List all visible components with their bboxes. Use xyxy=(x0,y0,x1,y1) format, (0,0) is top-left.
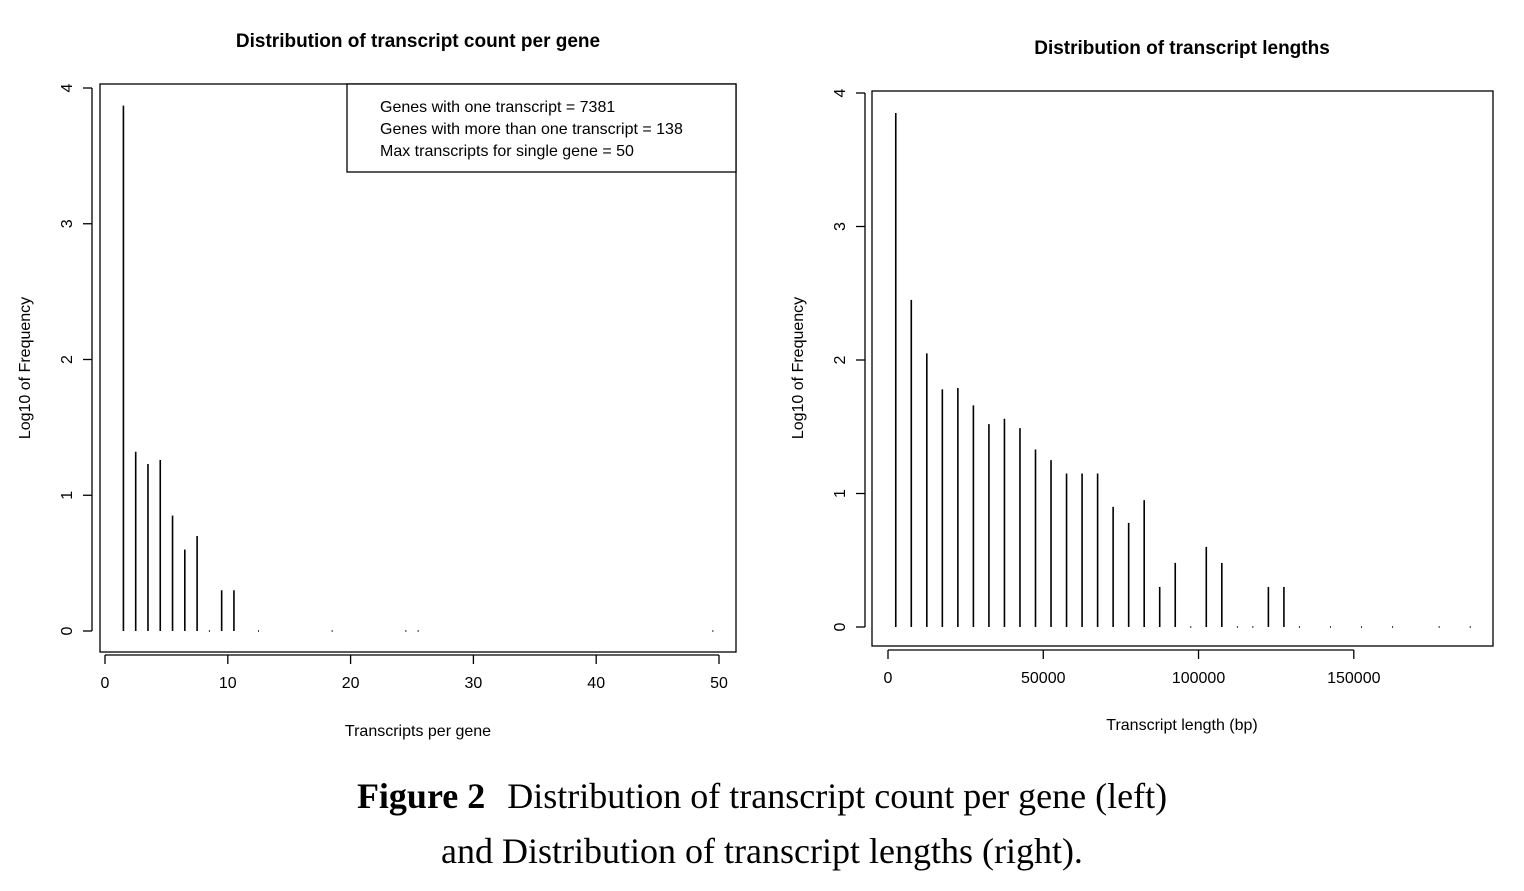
x-tick-label: 40 xyxy=(587,675,605,692)
x-tick-label: 0 xyxy=(884,670,893,687)
legend-line-multi-transcript: Genes with more than one transcript = 13… xyxy=(380,121,683,138)
y-tick-label: 1 xyxy=(832,489,849,498)
y-tick-label: 4 xyxy=(59,83,76,92)
x-tick-label: 10 xyxy=(219,675,237,692)
figure-plots: Distribution of transcript count per gen… xyxy=(17,31,1494,740)
y-tick-label: 2 xyxy=(832,355,849,364)
chart-transcript-lengths: Distribution of transcript lengths 0 1 2 3 4… xyxy=(790,38,1494,734)
legend-frame xyxy=(346,83,737,173)
x-tick-label: 100000 xyxy=(1172,670,1225,687)
bar-series xyxy=(122,105,714,632)
x-tick-label: 20 xyxy=(342,675,360,692)
bar-series xyxy=(894,113,1471,628)
figure-caption-line-2: and Distribution of transcript lengths (… xyxy=(441,831,1083,871)
y-tick-label: 0 xyxy=(59,626,76,635)
y-tick-label: 1 xyxy=(59,491,76,500)
legend-line-one-transcript: Genes with one transcript = 7381 xyxy=(380,99,615,116)
chart-title: Distribution of transcript count per gen… xyxy=(236,31,600,52)
y-tick-label: 4 xyxy=(832,88,849,97)
x-axis-label: Transcript length (bp) xyxy=(1106,717,1257,734)
figure-caption-label: Figure 2 xyxy=(356,776,486,816)
figure-caption-line-1: Figure 2 Distribution of transcript count… xyxy=(0,778,1524,814)
y-tick-label: 0 xyxy=(832,622,849,631)
y-tick-label: 3 xyxy=(832,222,849,231)
y-axis-label: Log10 of Frequency xyxy=(17,297,34,439)
x-tick-label: 30 xyxy=(465,675,483,692)
x-axis-label: Transcripts per gene xyxy=(345,723,491,740)
y-axis: 0 1 2 3 4 xyxy=(832,88,866,631)
legend-line-max-transcripts: Max transcripts for single gene = 50 xyxy=(380,143,634,160)
x-axis: 0 10 20 30 40 50 xyxy=(101,654,728,692)
chart-transcript-count: Distribution of transcript count per gen… xyxy=(17,31,737,740)
y-tick-label: 2 xyxy=(59,355,76,364)
x-tick-label: 0 xyxy=(101,675,110,692)
figure-caption-text-1: Distribution of transcript count per gen… xyxy=(507,776,1168,816)
x-axis: 0 50000 100000 150000 xyxy=(884,649,1381,687)
x-tick-label: 150000 xyxy=(1327,670,1380,687)
x-tick-label: 50 xyxy=(710,675,728,692)
y-tick-label: 3 xyxy=(59,219,76,228)
legend-box: Genes with one transcript = 7381 Genes w… xyxy=(346,83,737,173)
plot-frame xyxy=(871,90,1494,647)
chart-title: Distribution of transcript lengths xyxy=(1034,38,1330,59)
x-tick-label: 50000 xyxy=(1021,670,1066,687)
y-axis: 0 1 2 3 4 xyxy=(59,83,93,635)
y-axis-label: Log10 of Frequency xyxy=(790,297,807,439)
